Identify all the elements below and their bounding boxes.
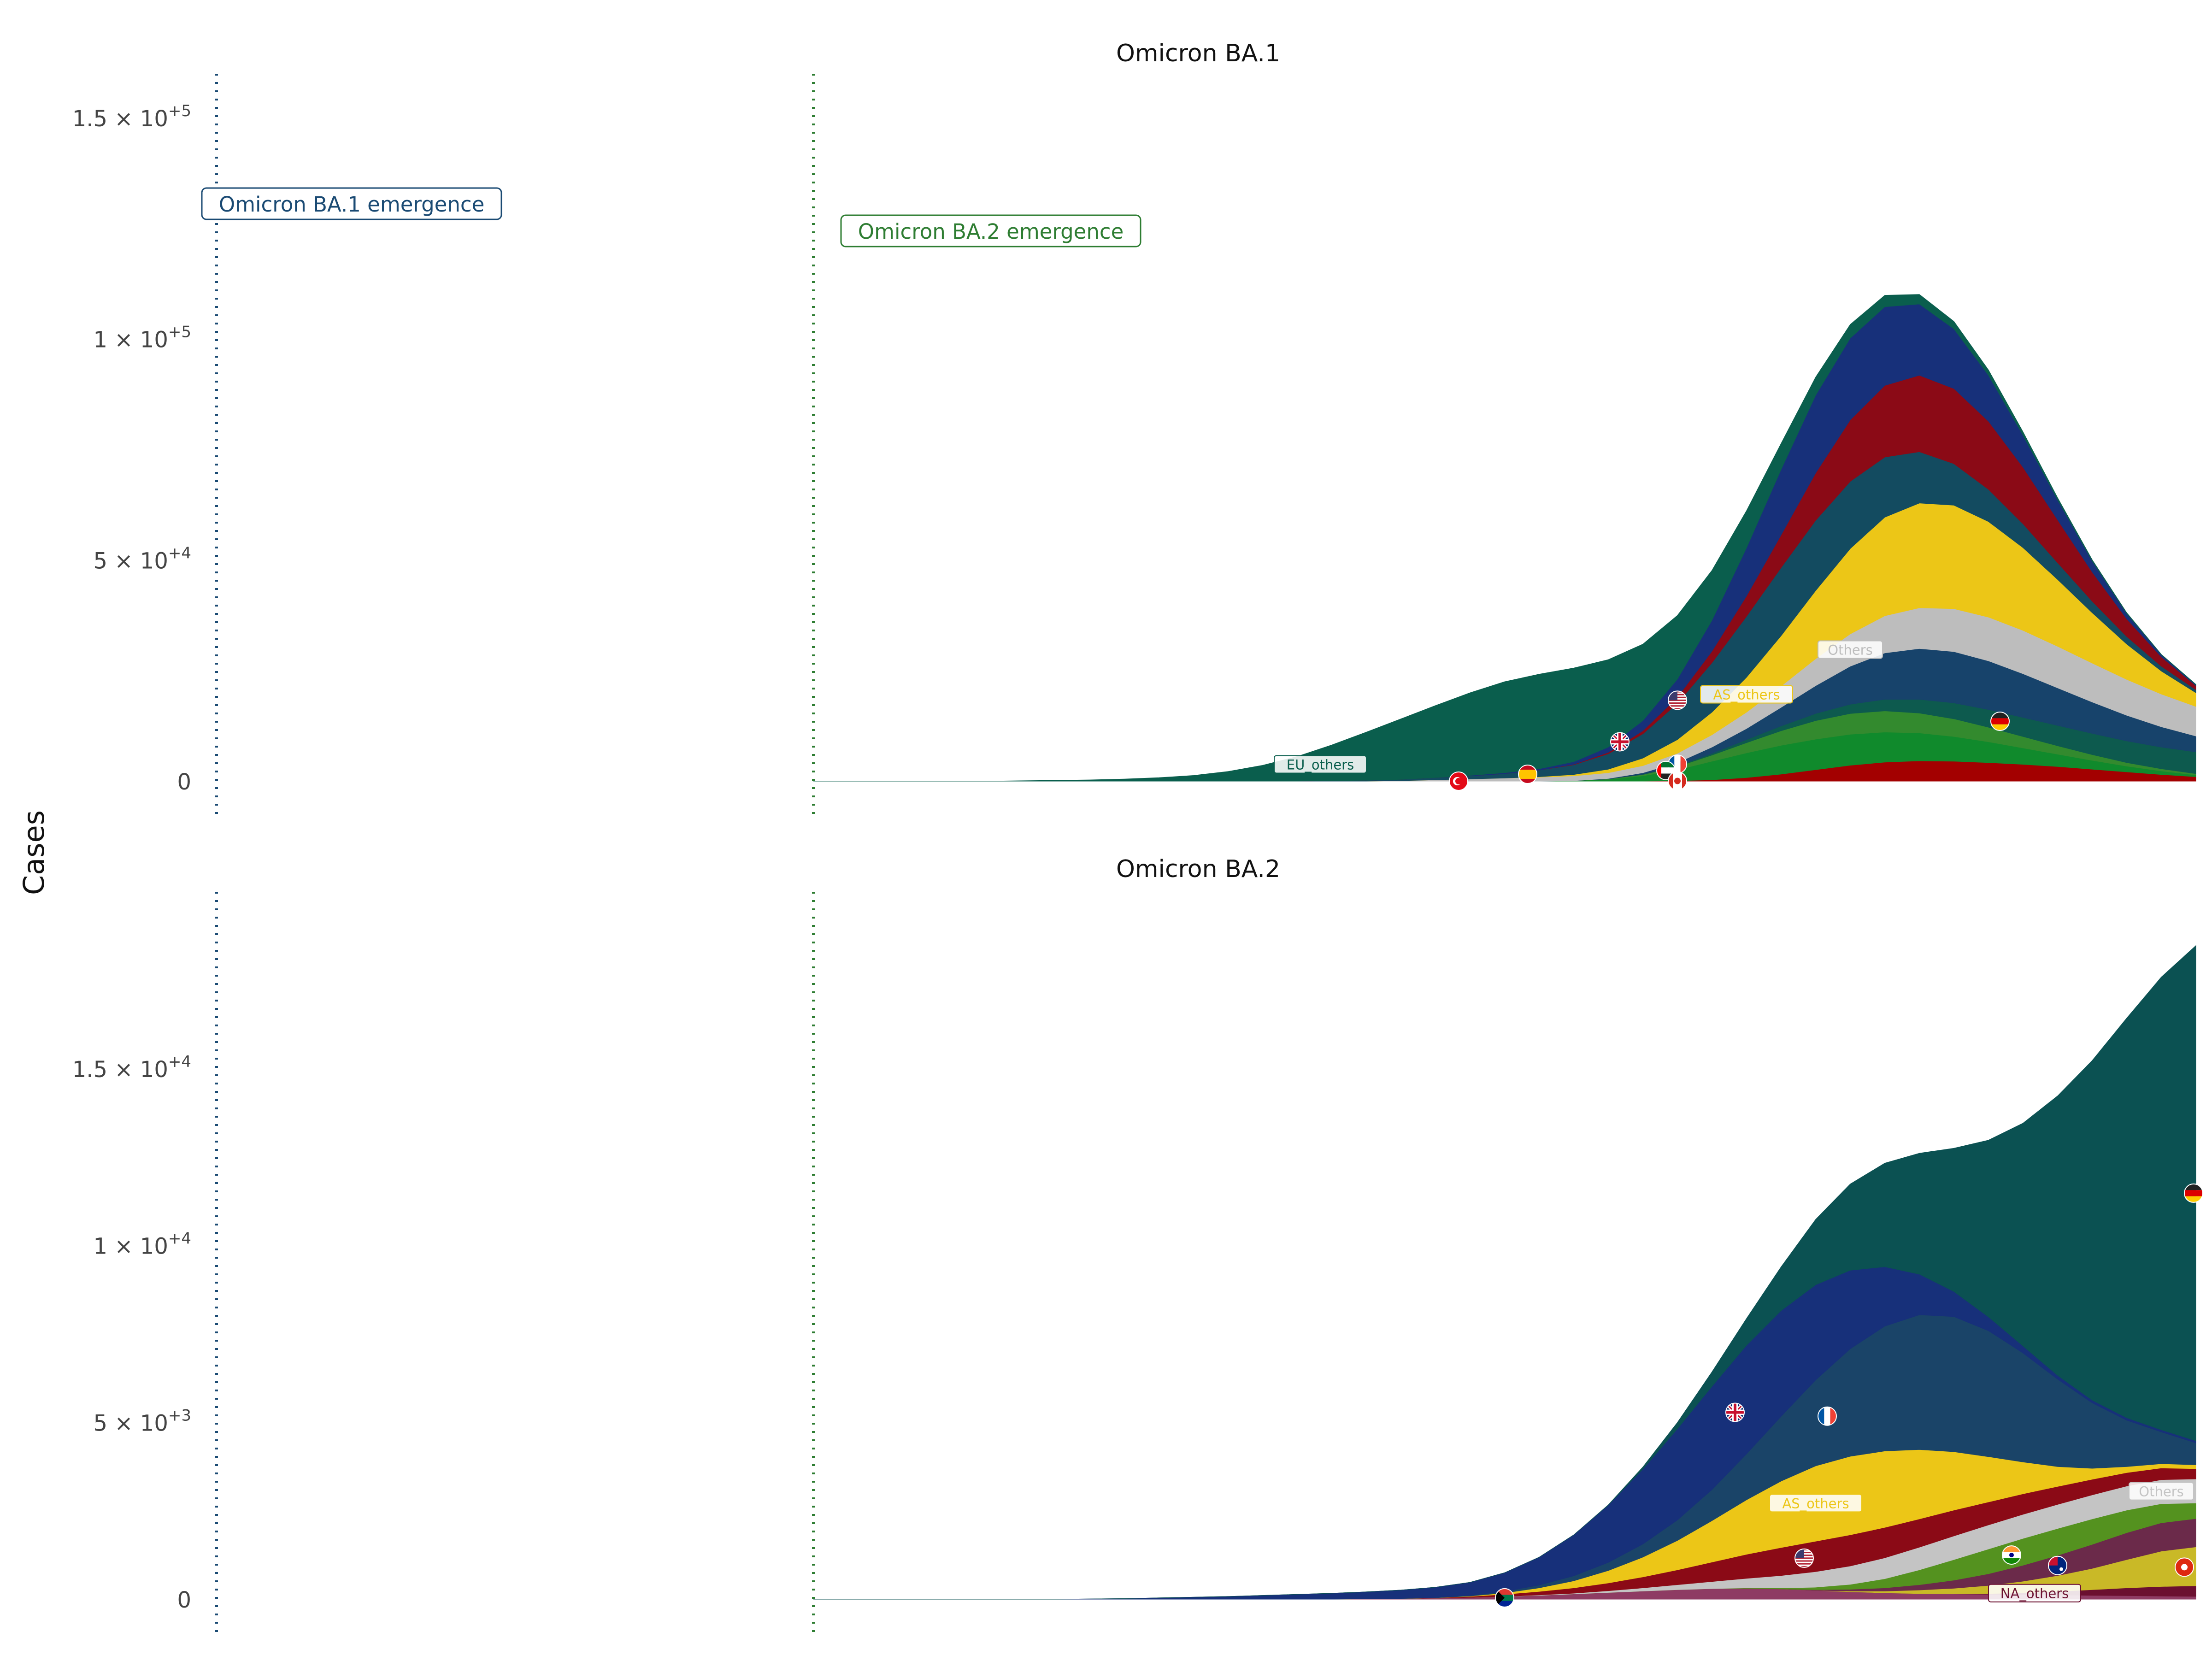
ba1-emergence-text: Omicron BA.1 emergence: [219, 192, 485, 217]
ae-flag-icon: [1656, 760, 1676, 780]
y-tick-label: 1 × 10+5: [94, 323, 191, 353]
es-flag-icon: [1518, 764, 1537, 784]
ba1-emergence-label: Omicron BA.1 emergence: [201, 187, 502, 220]
panel-ba1-title: Omicron BA.1: [1116, 40, 1280, 67]
panel-ba2: Omicron BA.2 0 5 × 10+3 1 × 10+4 1.5 × 10+4…: [72, 855, 2203, 1634]
svg-text:NA_others: NA_others: [2000, 1586, 2069, 1602]
za-flag-icon: [1495, 1588, 1514, 1608]
svg-text:Others: Others: [1828, 642, 1872, 658]
hk-flag-icon: [2175, 1557, 2194, 1577]
panel-ba1-event-lines: [215, 74, 815, 816]
y-tick-label: 5 × 10+4: [94, 544, 191, 574]
y-tick-label: 1 × 10+4: [94, 1230, 191, 1260]
uk-flag-icon: [1610, 732, 1630, 752]
panel-ba1-y-ticks: 0 5 × 10+4 1 × 10+5 1.5 × 10+5: [72, 102, 191, 795]
de-flag-icon: [2184, 1183, 2203, 1203]
panel-ba2-y-ticks: 0 5 × 10+3 1 × 10+4 1.5 × 10+4: [72, 1053, 191, 1613]
ca-flag-icon: [1668, 771, 1687, 791]
au-flag-icon: [2048, 1555, 2067, 1575]
area-label-na-others: NA_others: [1988, 1584, 2081, 1602]
panel-ba2-areas: [813, 945, 2196, 1600]
panel-ba2-event-lines: [215, 892, 815, 1634]
y-tick-label: 1.5 × 10+5: [72, 102, 191, 132]
y-tick-label: 0: [177, 1587, 191, 1613]
panel-ba1: Omicron BA.1 0 5 × 10+4 1 × 10+5 1.5 × 10+5…: [72, 40, 2196, 816]
y-tick-label: 0: [177, 769, 191, 795]
area-label-eu-others: EU_others: [1274, 755, 1367, 774]
panel-ba1-areas: [813, 294, 2196, 782]
area-label-as-others: AS_others: [1769, 1494, 1862, 1513]
de-flag-icon: [1990, 712, 2010, 731]
area-label-as-others: AS_others: [1700, 685, 1793, 704]
svg-text:Others: Others: [2139, 1484, 2183, 1500]
ba2-emergence-text: Omicron BA.2 emergence: [858, 219, 1124, 244]
us-flag-icon: [1794, 1548, 1814, 1568]
svg-text:AS_others: AS_others: [1782, 1496, 1849, 1511]
uk-flag-icon: [1725, 1402, 1745, 1422]
area-label-others: Others: [1818, 640, 1883, 659]
y-tick-label: 5 × 10+3: [94, 1406, 191, 1436]
panel-ba2-title: Omicron BA.2: [1116, 855, 1280, 883]
svg-text:AS_others: AS_others: [1713, 687, 1780, 702]
svg-text:EU_others: EU_others: [1287, 757, 1354, 773]
panel-ba1-labels: EU_others AS_others Others: [1274, 640, 2010, 791]
y-axis-label: Cases: [17, 810, 51, 895]
in-flag-icon: [2002, 1545, 2021, 1565]
area-label-others: Others: [2129, 1482, 2194, 1501]
ba2-emergence-label: Omicron BA.2 emergence: [840, 214, 1141, 247]
us-flag-icon: [1668, 690, 1687, 710]
fr-flag-icon: [1818, 1406, 1837, 1426]
tr-flag-icon: [1449, 772, 1468, 791]
y-tick-label: 1.5 × 10+4: [72, 1053, 191, 1083]
panel-ba2-labels: AS_others Others NA_others: [1495, 1183, 2203, 1608]
